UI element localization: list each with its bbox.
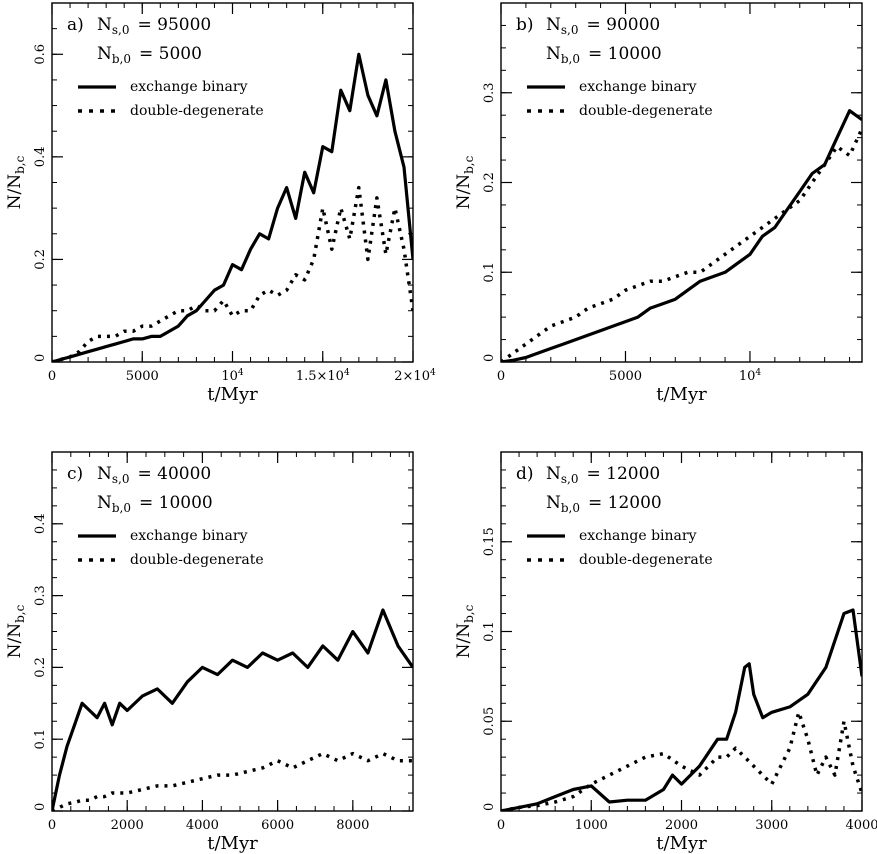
y-tick-label: 0.3 xyxy=(33,585,48,606)
x-tick-label: 5000 xyxy=(609,369,642,384)
y-tick-label: 0.1 xyxy=(482,621,497,642)
x-tick-label: 2×104 xyxy=(394,368,436,384)
ns0-annotation: Ns,0 = 12000 xyxy=(546,464,660,486)
ns0-annotation: Ns,0 = 90000 xyxy=(546,15,660,37)
y-tick-label: 0.2 xyxy=(482,172,497,193)
y-tick-label: 0.15 xyxy=(482,527,497,556)
nb0-annotation: Nb,0 = 12000 xyxy=(546,493,662,515)
y-tick-label: 0.2 xyxy=(33,657,48,678)
legend-entry-1: double-degenerate xyxy=(579,552,713,568)
legend-entry-0: exchange binary xyxy=(579,79,697,95)
series-line-0 xyxy=(501,608,862,811)
x-axis-label: t/Myr xyxy=(656,833,707,854)
y-tick-label: 0.05 xyxy=(482,707,497,736)
x-tick-label: 4000 xyxy=(845,818,877,833)
y-tick-label: 0.4 xyxy=(33,147,48,168)
y-tick-label: 0.1 xyxy=(482,262,497,283)
x-tick-label: 3000 xyxy=(755,818,788,833)
x-tick-label: 1000 xyxy=(575,818,608,833)
chart-panel-3: 0 1000 2000 3000 4000 0 0.05 0.1 0.15 t/Myr N/Nb,c… xyxy=(454,451,877,854)
x-tick-label: 0 xyxy=(497,369,505,384)
legend-entry-0: exchange binary xyxy=(130,79,248,95)
y-tick-label: 0.4 xyxy=(33,513,48,534)
legend-entry-1: double-degenerate xyxy=(579,103,713,119)
ns0-annotation: Ns,0 = 40000 xyxy=(97,464,211,486)
series-line-1 xyxy=(501,710,862,811)
series-line-0 xyxy=(501,109,862,362)
y-tick-label: 0 xyxy=(482,803,497,811)
x-axis-label: t/Myr xyxy=(207,384,258,405)
chart-panel-0: 0 5000 104 1.5×104 2×104 0 0.2 0.4 0.6 t/Myr N/Nb,… xyxy=(5,2,436,405)
x-tick-label: 8000 xyxy=(336,818,369,833)
y-axis-label: N/Nb,c xyxy=(454,604,476,658)
panel-label: b) xyxy=(516,15,534,35)
x-tick-label: 0 xyxy=(497,818,505,833)
y-tick-label: 0 xyxy=(482,354,497,362)
y-tick-label: 0.2 xyxy=(33,249,48,270)
chart-panel-2: 0 2000 4000 6000 8000 0 0.1 0.2 0.3 0.4 t/Myr N/Nb,… xyxy=(5,451,414,854)
x-tick-label: 104 xyxy=(221,368,244,384)
nb0-annotation: Nb,0 = 10000 xyxy=(546,44,662,66)
nb0-annotation: Nb,0 = 10000 xyxy=(97,493,213,515)
y-axis-label: N/Nb,c xyxy=(5,604,27,658)
y-tick-label: 0.1 xyxy=(33,729,48,750)
legend-entry-1: double-degenerate xyxy=(130,552,264,568)
y-axis-label: N/Nb,c xyxy=(454,155,476,209)
y-tick-label: 0.6 xyxy=(33,44,48,65)
ns0-annotation: Ns,0 = 95000 xyxy=(97,15,211,37)
legend-entry-0: exchange binary xyxy=(579,528,697,544)
legend-entry-0: exchange binary xyxy=(130,528,248,544)
x-tick-label: 104 xyxy=(739,368,762,384)
y-axis-label: N/Nb,c xyxy=(5,155,27,209)
panel-label: d) xyxy=(516,464,534,484)
x-tick-label: 0 xyxy=(48,818,56,833)
x-axis-label: t/Myr xyxy=(207,833,258,854)
x-tick-label: 4000 xyxy=(186,818,219,833)
nb0-annotation: Nb,0 = 5000 xyxy=(97,44,202,66)
x-tick-label: 0 xyxy=(48,369,56,384)
panel-label: a) xyxy=(67,15,84,35)
series-line-0 xyxy=(52,52,413,362)
x-tick-label: 1.5×104 xyxy=(296,368,350,384)
x-tick-label: 6000 xyxy=(261,818,294,833)
series-line-1 xyxy=(501,127,862,362)
y-tick-label: 0 xyxy=(33,803,48,811)
x-tick-label: 2000 xyxy=(665,818,698,833)
series-line-1 xyxy=(52,185,413,362)
chart-panel-1: 0 5000 104 0 0.1 0.2 0.3 t/Myr N/Nb,c b) Ns,0 = 900… xyxy=(454,2,863,405)
legend-entry-1: double-degenerate xyxy=(130,103,264,119)
x-tick-label: 2000 xyxy=(111,818,144,833)
y-tick-label: 0 xyxy=(33,354,48,362)
series-line-0 xyxy=(52,608,413,811)
panel-label: c) xyxy=(67,464,83,484)
x-tick-label: 5000 xyxy=(126,369,159,384)
series-line-1 xyxy=(52,751,413,811)
x-axis-label: t/Myr xyxy=(656,384,707,405)
y-tick-label: 0.3 xyxy=(482,82,497,103)
